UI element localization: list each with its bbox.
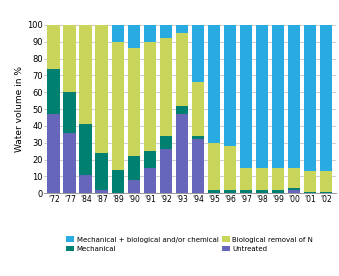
Bar <box>160 38 172 136</box>
Bar <box>192 82 204 136</box>
Bar <box>112 42 124 170</box>
Bar <box>160 136 172 149</box>
Bar <box>256 25 268 168</box>
Bar <box>207 25 220 143</box>
Y-axis label: Water volume in %: Water volume in % <box>15 66 24 152</box>
Bar <box>63 92 76 132</box>
Bar <box>143 151 156 168</box>
Bar <box>112 25 124 42</box>
Bar <box>63 132 76 193</box>
Bar <box>47 114 60 193</box>
Bar <box>127 180 140 193</box>
Bar <box>47 25 60 69</box>
Bar <box>207 190 220 193</box>
Bar <box>96 153 108 190</box>
Bar <box>192 25 204 82</box>
Bar <box>240 168 252 190</box>
Bar <box>160 25 172 38</box>
Bar <box>304 192 316 193</box>
Bar <box>79 124 92 175</box>
Bar <box>96 190 108 193</box>
Bar <box>176 33 188 106</box>
Bar <box>320 192 332 193</box>
Bar <box>224 190 236 193</box>
Bar <box>224 25 236 146</box>
Bar <box>79 175 92 193</box>
Bar <box>272 25 284 168</box>
Bar <box>63 25 76 92</box>
Bar <box>224 146 236 190</box>
Bar <box>176 114 188 193</box>
Bar <box>96 25 108 153</box>
Legend: Mechanical + biological and/or chemical, Mechanical, Biological removal of N, Un: Mechanical + biological and/or chemical,… <box>63 234 316 255</box>
Bar <box>143 25 156 42</box>
Bar <box>176 25 188 33</box>
Bar <box>192 136 204 139</box>
Bar <box>288 190 300 193</box>
Bar <box>304 171 316 192</box>
Bar <box>320 25 332 171</box>
Bar <box>160 149 172 193</box>
Bar <box>112 170 124 193</box>
Bar <box>272 168 284 190</box>
Bar <box>256 168 268 190</box>
Bar <box>192 139 204 193</box>
Bar <box>47 69 60 114</box>
Bar <box>256 190 268 193</box>
Bar <box>143 168 156 193</box>
Bar <box>176 106 188 114</box>
Bar <box>288 25 300 168</box>
Bar <box>207 143 220 190</box>
Bar <box>272 190 284 193</box>
Bar <box>288 168 300 188</box>
Bar <box>288 188 300 190</box>
Bar <box>143 42 156 151</box>
Bar <box>304 25 316 171</box>
Bar <box>127 25 140 48</box>
Bar <box>127 156 140 180</box>
Bar <box>320 171 332 192</box>
Bar <box>240 190 252 193</box>
Bar <box>240 25 252 168</box>
Bar <box>127 48 140 156</box>
Bar <box>79 25 92 124</box>
